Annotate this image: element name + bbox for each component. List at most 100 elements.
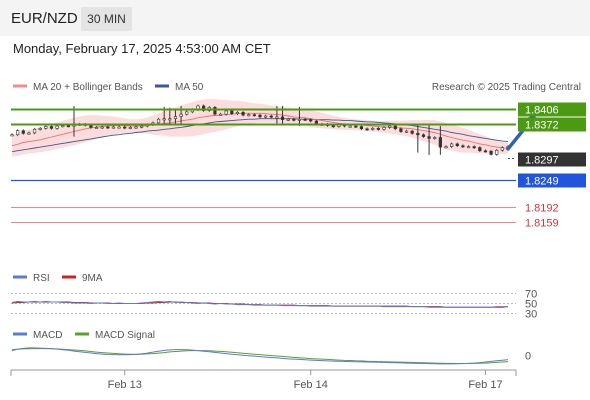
candle-body-42 bbox=[247, 114, 251, 117]
candle-body-37 bbox=[218, 113, 223, 116]
candle-body-77 bbox=[444, 146, 448, 149]
candle-body-84 bbox=[483, 150, 488, 153]
candle-body-21 bbox=[128, 127, 132, 129]
candle-body-73 bbox=[421, 134, 426, 137]
candle-body-78 bbox=[450, 143, 454, 147]
time-tick-label-1: Feb 14 bbox=[294, 379, 328, 391]
candle-body-34 bbox=[202, 105, 206, 111]
legend-label-ma20: MA 20 + Bollinger Bands bbox=[33, 82, 143, 93]
candle-body-79 bbox=[455, 143, 459, 147]
candle-body-28 bbox=[168, 118, 172, 121]
candle-body-51 bbox=[297, 118, 302, 121]
candle-body-18 bbox=[111, 126, 116, 129]
candle-body-75 bbox=[433, 137, 437, 139]
rsi-tick-1: 50 bbox=[525, 299, 537, 311]
ma20-line bbox=[11, 112, 509, 149]
candle-body-65 bbox=[376, 128, 380, 130]
candle-body-71 bbox=[410, 130, 414, 134]
candle-body-43 bbox=[252, 114, 256, 117]
candle-body-85 bbox=[489, 150, 493, 155]
candle-body-19 bbox=[117, 126, 121, 129]
candle-body-74 bbox=[427, 136, 431, 139]
level-label-1: 1.8372 bbox=[525, 120, 559, 132]
current-price-badge bbox=[518, 152, 586, 167]
candle-body-76 bbox=[438, 137, 442, 148]
candle-body-57 bbox=[331, 125, 335, 128]
candle-body-80 bbox=[461, 145, 465, 148]
candle-body-30 bbox=[179, 113, 183, 117]
chart-datetime: Monday, February 17, 2025 4:53:00 AM CET bbox=[13, 41, 271, 56]
candle-body-63 bbox=[365, 128, 369, 131]
level-label-5: 1.8159 bbox=[525, 218, 559, 230]
chart-header: EUR/NZD 30 MIN bbox=[0, 0, 590, 36]
candle-body-40 bbox=[235, 112, 240, 115]
time-tick-label-2: Feb 17 bbox=[468, 379, 502, 391]
candle-body-0 bbox=[10, 134, 14, 137]
candle-body-48 bbox=[280, 116, 285, 120]
legend-label-macd-signal: MACD Signal bbox=[95, 330, 155, 341]
legend-label-macd: MACD bbox=[33, 330, 62, 341]
candle-body-22 bbox=[134, 126, 138, 129]
candle-body-47 bbox=[275, 116, 279, 119]
candle-body-36 bbox=[213, 107, 217, 115]
candle-body-27 bbox=[162, 118, 166, 121]
time-axis: Feb 13 Feb 14 Feb 17 bbox=[10, 369, 517, 391]
candle-body-53 bbox=[309, 119, 313, 122]
level-badge-3 bbox=[518, 173, 586, 188]
rsi-legend: RSI 9MA bbox=[13, 273, 103, 284]
ma50-line bbox=[11, 118, 509, 153]
candle-body-1 bbox=[16, 130, 20, 136]
candle-body-16 bbox=[100, 126, 104, 129]
legend-label-9ma: 9MA bbox=[82, 273, 103, 284]
candle-body-31 bbox=[185, 111, 189, 115]
legend-label-ma50: MA 50 bbox=[175, 82, 204, 93]
candle-body-64 bbox=[371, 128, 375, 130]
candle-body-9 bbox=[61, 125, 65, 128]
candle-body-72 bbox=[416, 133, 420, 136]
price-levels: 1.8406 1.8372 1.8297 1.8249 1.8192 1.8159 bbox=[11, 102, 586, 230]
candle-body-4 bbox=[32, 128, 37, 134]
current-price-label: 1.8297 bbox=[525, 155, 559, 167]
candle-body-68 bbox=[393, 125, 397, 130]
level-label-0: 1.8406 bbox=[525, 105, 559, 117]
candle-body-81 bbox=[466, 146, 471, 149]
candle-body-87 bbox=[500, 147, 504, 151]
candle-body-39 bbox=[230, 110, 234, 115]
candle-body-5 bbox=[38, 128, 42, 130]
candle-body-45 bbox=[264, 115, 268, 118]
time-tick-label-0: Feb 13 bbox=[108, 379, 142, 391]
candle-body-23 bbox=[140, 125, 144, 128]
candle-body-3 bbox=[27, 132, 31, 135]
candle-body-52 bbox=[303, 118, 307, 121]
candle-body-62 bbox=[359, 126, 364, 130]
candle-body-17 bbox=[106, 126, 110, 129]
candle-body-83 bbox=[478, 147, 482, 152]
candle-body-8 bbox=[55, 125, 59, 129]
candle-body-2 bbox=[21, 130, 25, 134]
rsi-tick-0: 70 bbox=[525, 289, 537, 301]
candle-body-38 bbox=[224, 110, 228, 115]
main-legend: MA 20 + Bollinger Bands MA 50 Research ©… bbox=[13, 82, 581, 93]
timeframe-button[interactable]: 30 MIN bbox=[81, 7, 132, 31]
candle-body-67 bbox=[388, 125, 392, 128]
candle-body-44 bbox=[258, 114, 262, 118]
macd-line bbox=[11, 347, 509, 365]
candle-body-50 bbox=[292, 118, 296, 121]
candle-body-60 bbox=[348, 125, 352, 128]
level-badge-1 bbox=[518, 117, 586, 132]
candle-body-20 bbox=[123, 126, 127, 129]
level-badge-0 bbox=[518, 102, 586, 117]
candle-body-86 bbox=[495, 149, 499, 155]
candle-body-15 bbox=[94, 127, 99, 129]
level-label-4: 1.8192 bbox=[525, 203, 559, 215]
candle-body-26 bbox=[156, 118, 161, 124]
candle-body-69 bbox=[399, 128, 403, 132]
candle-body-6 bbox=[44, 126, 48, 129]
bollinger-band bbox=[12, 99, 508, 157]
candle-body-66 bbox=[382, 127, 386, 130]
macd-signal-line bbox=[11, 348, 509, 364]
research-credit: Research © 2025 Trading Central bbox=[432, 82, 581, 93]
candle-body-82 bbox=[472, 146, 476, 149]
